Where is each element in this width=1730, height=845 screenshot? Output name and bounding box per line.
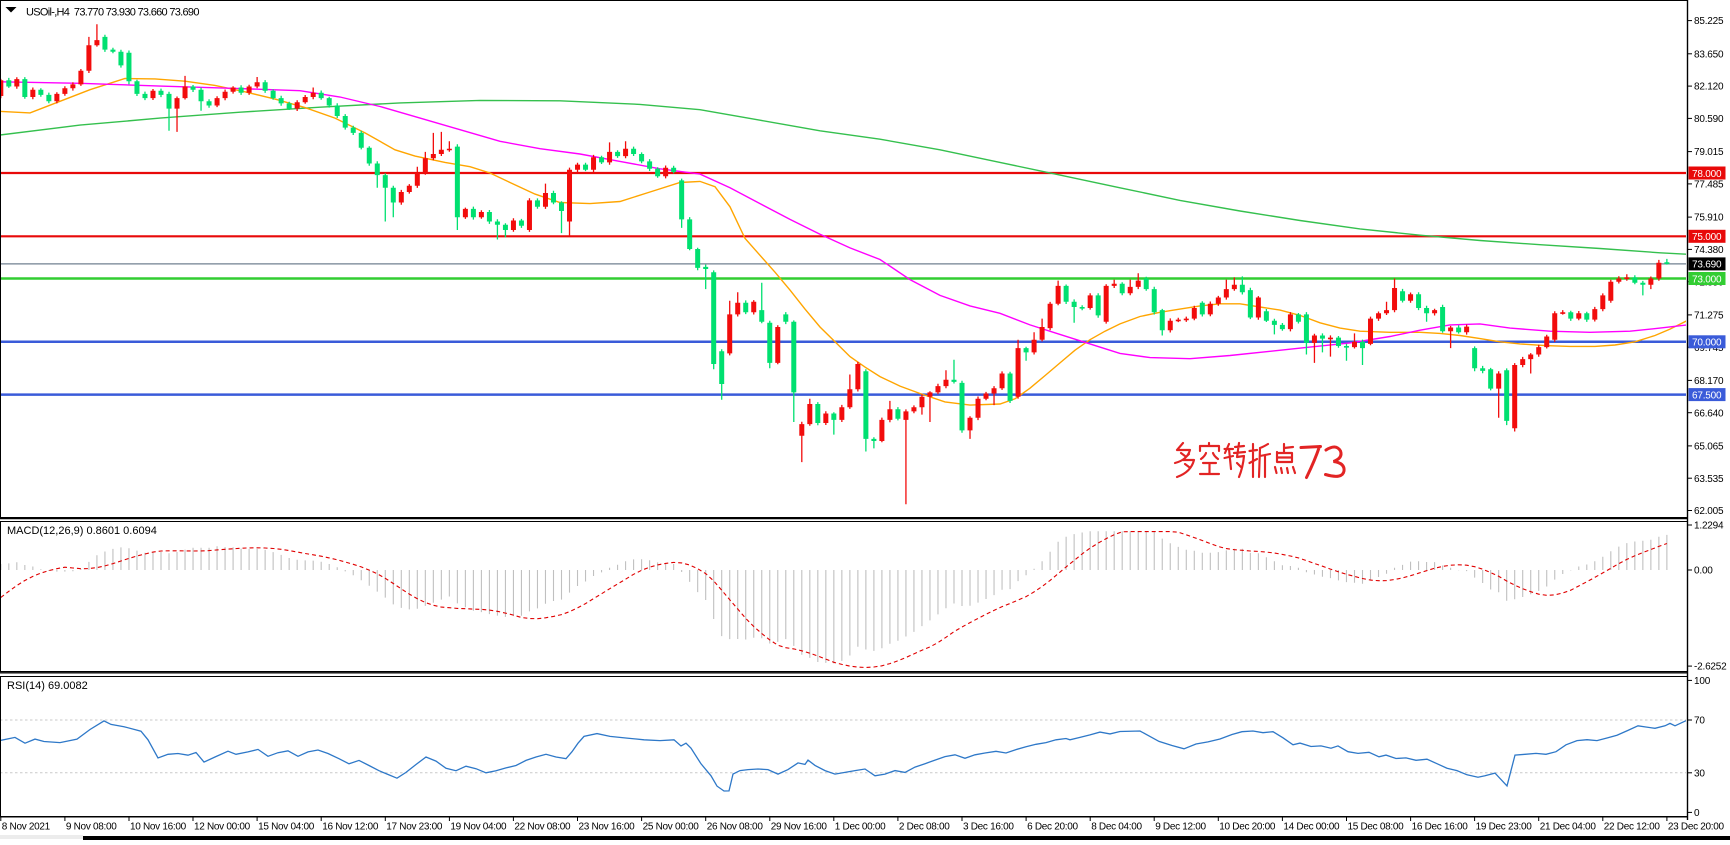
svg-text:8 Nov 2021: 8 Nov 2021 (2, 822, 51, 833)
svg-text:2 Dec 08:00: 2 Dec 08:00 (899, 822, 950, 833)
svg-text:9 Nov 08:00: 9 Nov 08:00 (66, 822, 117, 833)
svg-text:70.000: 70.000 (1692, 338, 1722, 349)
svg-text:22 Nov 08:00: 22 Nov 08:00 (514, 822, 571, 833)
svg-text:25 Nov 00:00: 25 Nov 00:00 (643, 822, 700, 833)
svg-text:74.380: 74.380 (1694, 245, 1724, 256)
svg-text:19 Dec 23:00: 19 Dec 23:00 (1476, 822, 1533, 833)
svg-text:6 Dec 20:00: 6 Dec 20:00 (1027, 822, 1078, 833)
svg-text:0.00: 0.00 (1694, 566, 1713, 577)
svg-text:10 Dec 20:00: 10 Dec 20:00 (1219, 822, 1276, 833)
svg-text:14 Dec 00:00: 14 Dec 00:00 (1283, 822, 1340, 833)
svg-text:1 Dec 00:00: 1 Dec 00:00 (835, 822, 886, 833)
svg-text:80.590: 80.590 (1694, 114, 1724, 125)
svg-text:3 Dec 16:00: 3 Dec 16:00 (963, 822, 1014, 833)
svg-text:62.005: 62.005 (1694, 506, 1724, 517)
svg-text:63.535: 63.535 (1694, 474, 1724, 485)
svg-text:USOil-,H4 73.770 73.930 73.66: USOil-,H4 73.770 73.930 73.660 73.690 (26, 7, 199, 19)
svg-text:MACD(12,26,9) 0.8601 0.6094: MACD(12,26,9) 0.8601 0.6094 (7, 525, 157, 537)
svg-text:19 Nov 04:00: 19 Nov 04:00 (450, 822, 507, 833)
svg-text:75.000: 75.000 (1692, 232, 1722, 243)
svg-text:26 Nov 08:00: 26 Nov 08:00 (707, 822, 764, 833)
svg-text:22 Dec 12:00: 22 Dec 12:00 (1604, 822, 1661, 833)
svg-text:82.120: 82.120 (1694, 82, 1724, 93)
svg-text:21 Dec 04:00: 21 Dec 04:00 (1540, 822, 1597, 833)
svg-text:15 Dec 08:00: 15 Dec 08:00 (1348, 822, 1405, 833)
svg-text:15 Nov 04:00: 15 Nov 04:00 (258, 822, 315, 833)
svg-text:79.015: 79.015 (1694, 147, 1724, 158)
svg-text:78.000: 78.000 (1692, 169, 1722, 180)
svg-text:23 Nov 16:00: 23 Nov 16:00 (579, 822, 636, 833)
svg-text:75.910: 75.910 (1694, 213, 1724, 224)
svg-text:0: 0 (1694, 808, 1700, 819)
svg-text:-2.6252: -2.6252 (1694, 662, 1727, 673)
svg-text:9 Dec 12:00: 9 Dec 12:00 (1155, 822, 1206, 833)
svg-text:77.485: 77.485 (1694, 180, 1724, 191)
svg-text:8 Dec 04:00: 8 Dec 04:00 (1091, 822, 1142, 833)
svg-text:68.170: 68.170 (1694, 376, 1724, 387)
svg-text:12 Nov 00:00: 12 Nov 00:00 (194, 822, 251, 833)
svg-text:29 Nov 16:00: 29 Nov 16:00 (771, 822, 828, 833)
svg-text:85.225: 85.225 (1694, 16, 1724, 27)
svg-text:10 Nov 16:00: 10 Nov 16:00 (130, 822, 187, 833)
svg-text:23 Dec 20:00: 23 Dec 20:00 (1668, 822, 1725, 833)
svg-text:66.640: 66.640 (1694, 408, 1724, 419)
svg-text:30: 30 (1694, 768, 1705, 779)
svg-text:17 Nov 23:00: 17 Nov 23:00 (386, 822, 443, 833)
svg-text:70: 70 (1694, 716, 1705, 727)
svg-text:1.2294: 1.2294 (1694, 521, 1724, 532)
svg-text:16 Dec 16:00: 16 Dec 16:00 (1412, 822, 1469, 833)
svg-text:71.275: 71.275 (1694, 311, 1724, 322)
svg-text:67.500: 67.500 (1692, 390, 1722, 401)
svg-text:RSI(14) 69.0082: RSI(14) 69.0082 (7, 680, 88, 692)
svg-text:73.690: 73.690 (1692, 260, 1722, 271)
svg-text:100: 100 (1694, 676, 1711, 687)
svg-text:65.065: 65.065 (1694, 442, 1724, 453)
svg-text:16 Nov 12:00: 16 Nov 12:00 (322, 822, 379, 833)
svg-text:73.000: 73.000 (1692, 274, 1722, 285)
svg-text:83.650: 83.650 (1694, 49, 1724, 60)
